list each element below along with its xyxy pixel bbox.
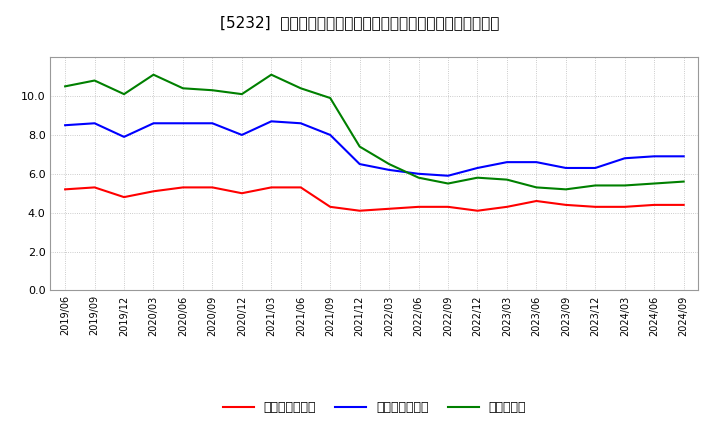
売上債権回転率: [90, 185, 99, 190]
Line: 買入債務回転率: 買入債務回転率: [65, 121, 684, 176]
在庫回転率: [562, 187, 570, 192]
買入債務回転率: [591, 165, 600, 171]
在庫回転率: [473, 175, 482, 180]
売上債権回転率: [503, 204, 511, 209]
売上債権回転率: [650, 202, 659, 208]
売上債権回転率: [414, 204, 423, 209]
在庫回転率: [149, 72, 158, 77]
在庫回転率: [356, 144, 364, 149]
売上債権回転率: [149, 189, 158, 194]
買入債務回転率: [414, 171, 423, 176]
在庫回転率: [60, 84, 69, 89]
Legend: 売上債権回転率, 買入債務回転率, 在庫回転率: 売上債権回転率, 買入債務回転率, 在庫回転率: [217, 396, 531, 419]
売上債権回転率: [591, 204, 600, 209]
売上債権回転率: [208, 185, 217, 190]
売上債権回転率: [120, 194, 128, 200]
Line: 売上債権回転率: 売上債権回転率: [65, 187, 684, 211]
在庫回転率: [650, 181, 659, 186]
売上債権回転率: [444, 204, 452, 209]
売上債権回転率: [356, 208, 364, 213]
売上債権回転率: [384, 206, 393, 211]
売上債権回転率: [179, 185, 187, 190]
買入債務回転率: [149, 121, 158, 126]
売上債権回転率: [297, 185, 305, 190]
在庫回転率: [120, 92, 128, 97]
買入債務回転率: [208, 121, 217, 126]
買入債務回転率: [267, 119, 276, 124]
売上債権回転率: [562, 202, 570, 208]
買入債務回転率: [356, 161, 364, 167]
在庫回転率: [503, 177, 511, 182]
買入債務回転率: [179, 121, 187, 126]
在庫回転率: [384, 161, 393, 167]
買入債務回転率: [297, 121, 305, 126]
在庫回転率: [238, 92, 246, 97]
買入債務回転率: [532, 160, 541, 165]
買入債務回転率: [680, 154, 688, 159]
買入債務回転率: [90, 121, 99, 126]
在庫回転率: [90, 78, 99, 83]
在庫回転率: [444, 181, 452, 186]
売上債権回転率: [326, 204, 335, 209]
買入債務回転率: [444, 173, 452, 178]
買入債務回転率: [650, 154, 659, 159]
Text: [5232]  売上債権回転率、買入債務回転率、在庫回転率の推移: [5232] 売上債権回転率、買入債務回転率、在庫回転率の推移: [220, 15, 500, 30]
在庫回転率: [532, 185, 541, 190]
売上債権回転率: [532, 198, 541, 204]
在庫回転率: [267, 72, 276, 77]
買入債務回転率: [238, 132, 246, 138]
買入債務回転率: [326, 132, 335, 138]
在庫回転率: [297, 86, 305, 91]
売上債権回転率: [60, 187, 69, 192]
買入債務回転率: [120, 134, 128, 139]
Line: 在庫回転率: 在庫回転率: [65, 75, 684, 189]
買入債務回転率: [60, 123, 69, 128]
在庫回転率: [179, 86, 187, 91]
在庫回転率: [326, 95, 335, 101]
売上債権回転率: [267, 185, 276, 190]
買入債務回転率: [473, 165, 482, 171]
在庫回転率: [621, 183, 629, 188]
買入債務回転率: [621, 156, 629, 161]
売上債権回転率: [680, 202, 688, 208]
在庫回転率: [591, 183, 600, 188]
買入債務回転率: [562, 165, 570, 171]
在庫回転率: [414, 175, 423, 180]
売上債権回転率: [621, 204, 629, 209]
在庫回転率: [208, 88, 217, 93]
売上債権回転率: [473, 208, 482, 213]
買入債務回転率: [384, 167, 393, 172]
売上債権回転率: [238, 191, 246, 196]
在庫回転率: [680, 179, 688, 184]
買入債務回転率: [503, 160, 511, 165]
